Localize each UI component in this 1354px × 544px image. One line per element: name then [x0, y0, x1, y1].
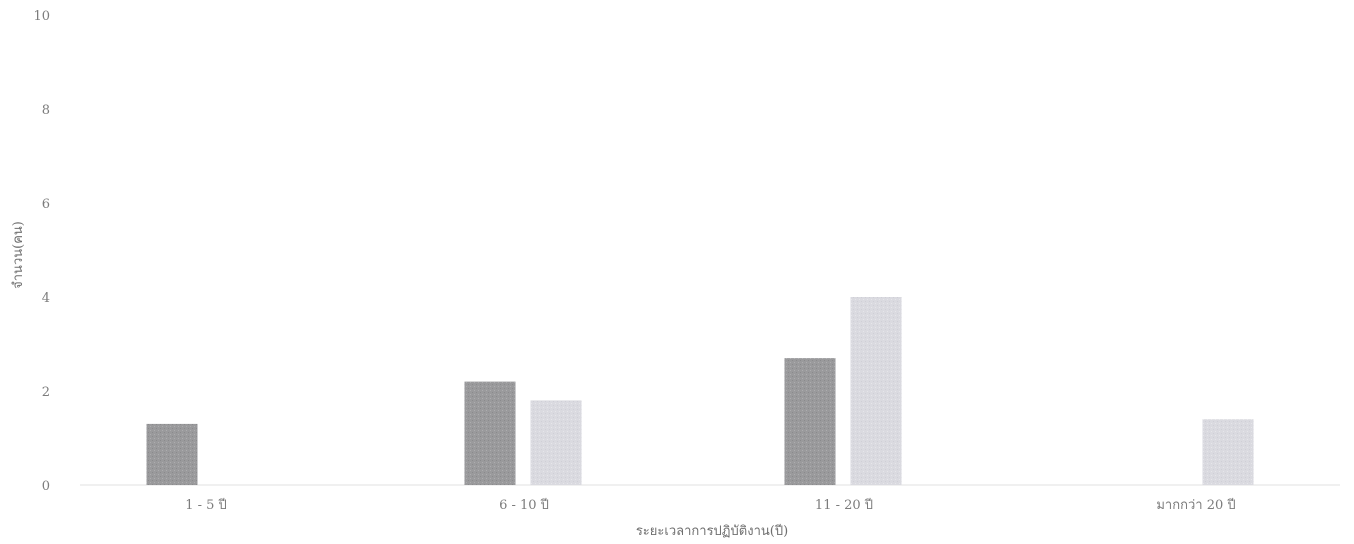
x-tick-label: 1 - 5 ปี: [185, 497, 227, 513]
y-tick-labels: 0 2 4 6 8 10: [33, 9, 50, 494]
bar: [784, 358, 836, 485]
y-tick-label: 2: [42, 385, 50, 400]
x-tick-label: มากกว่า 20 ปี: [1156, 497, 1235, 513]
bar: [530, 400, 582, 485]
bar: [850, 297, 902, 485]
y-axis-title: จำนวน(คน): [11, 221, 26, 289]
bar: [464, 381, 516, 485]
bar-series: [146, 297, 1254, 485]
x-tick-labels: 1 - 5 ปี 6 - 10 ปี 11 - 20 ปี มากกว่า 20 ปี: [185, 497, 1235, 513]
x-tick-label: 6 - 10 ปี: [499, 497, 549, 513]
x-axis-title: ระยะเวลาการปฏิบัติงาน(ปี): [636, 523, 788, 539]
bar: [1202, 419, 1254, 485]
y-tick-label: 10: [33, 9, 50, 24]
y-tick-label: 6: [42, 197, 50, 212]
x-tick-label: 11 - 20 ปี: [815, 497, 873, 513]
bar: [146, 423, 198, 485]
y-tick-label: 4: [42, 291, 50, 306]
y-tick-label: 8: [42, 103, 50, 118]
y-tick-label: 0: [42, 479, 50, 494]
